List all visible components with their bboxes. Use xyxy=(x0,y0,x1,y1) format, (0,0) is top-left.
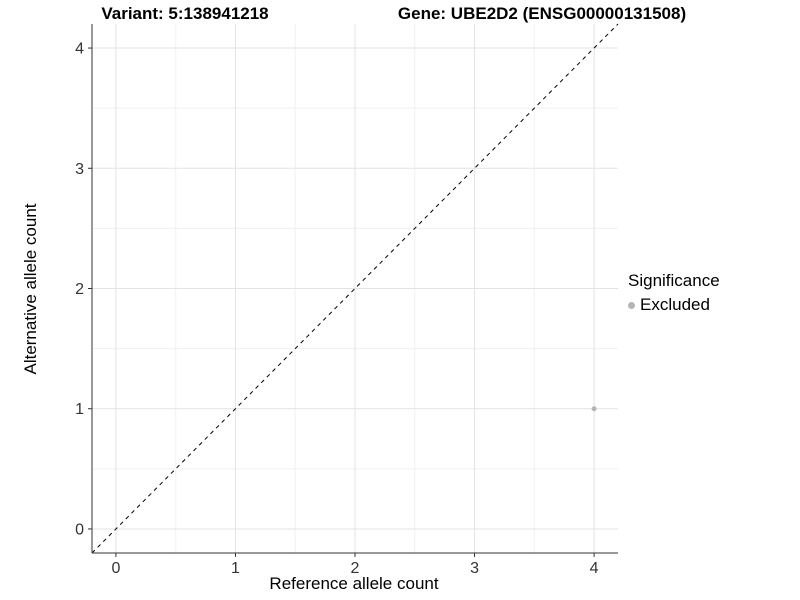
plot-title-gene: Gene: UBE2D2 (ENSG00000131508) xyxy=(397,4,687,23)
excluded-dot-icon xyxy=(628,301,635,309)
x-tick-label: 0 xyxy=(111,560,120,577)
x-tick-label: 3 xyxy=(470,560,479,577)
x-tick-label: 2 xyxy=(351,560,360,577)
x-tick-label: 4 xyxy=(590,560,599,577)
legend-title: Significance xyxy=(628,271,720,290)
y-tick-label: 2 xyxy=(75,281,84,298)
plot-title-variant: Variant: 5:138941218 xyxy=(101,4,269,23)
x-tick-label: 1 xyxy=(231,560,240,577)
y-tick-label: 0 xyxy=(75,521,84,538)
legend-item-excluded: Excluded xyxy=(628,295,720,315)
x-axis-title: Reference allele count xyxy=(269,574,439,593)
y-tick-label: 3 xyxy=(75,161,84,178)
legend-item-label: Excluded xyxy=(640,295,710,314)
y-tick-label: 1 xyxy=(75,401,84,418)
data-point xyxy=(591,406,597,412)
y-tick-label: 4 xyxy=(75,41,84,58)
y-axis-title: Alternative allele count xyxy=(21,203,40,375)
legend: Significance Excluded xyxy=(628,271,720,315)
